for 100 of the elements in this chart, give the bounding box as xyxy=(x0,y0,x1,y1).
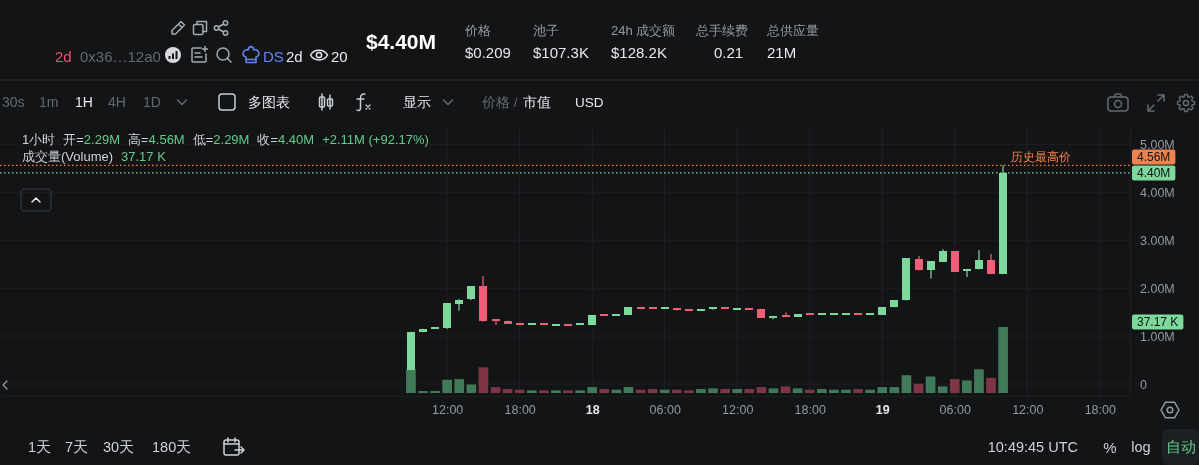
bar xyxy=(575,390,585,393)
text: 市值 xyxy=(523,94,551,110)
text: DS xyxy=(263,47,284,65)
bar xyxy=(913,383,924,393)
text: 池子 xyxy=(533,22,559,38)
text: 价格 xyxy=(464,22,491,38)
text: 价格 / xyxy=(481,94,518,110)
text: 1D xyxy=(143,94,161,110)
text: 30s xyxy=(2,94,25,110)
text: 4H xyxy=(108,94,126,110)
ref-line-label: 4.56M xyxy=(1137,149,1171,164)
text: 多图表 xyxy=(248,94,290,110)
bar xyxy=(502,389,513,393)
bar xyxy=(732,389,743,393)
bar xyxy=(853,389,863,393)
text: $4.40M xyxy=(366,29,437,53)
bar xyxy=(804,389,815,393)
text: 自动 xyxy=(1166,439,1196,455)
text: 2d xyxy=(55,47,72,65)
text: $0.209 xyxy=(465,43,511,61)
bar xyxy=(768,388,779,393)
text: 0x36…12a0 xyxy=(80,47,161,65)
x-tick-label: 18:00 xyxy=(1084,402,1116,417)
text: 总手续费 xyxy=(695,22,748,38)
annotation: 低=2.29M xyxy=(192,131,250,147)
text: 180天 xyxy=(152,439,192,455)
bar xyxy=(490,387,501,393)
x-tick-label: 18:00 xyxy=(794,402,826,417)
text: log xyxy=(1131,439,1151,455)
bar xyxy=(696,389,706,393)
bar xyxy=(659,389,670,393)
bar xyxy=(974,369,984,393)
candlestick xyxy=(455,299,463,311)
bar xyxy=(599,389,610,393)
bar xyxy=(684,390,694,393)
ref-line-label: 4.40M xyxy=(1137,165,1171,180)
y-tick-label: 2.00M xyxy=(1140,281,1175,296)
text: 0.21 xyxy=(714,43,744,61)
y-tick-label: 4.00M xyxy=(1140,185,1175,200)
bar xyxy=(587,387,598,393)
text: 10:49:45 UTC xyxy=(987,439,1078,455)
bar xyxy=(792,388,803,393)
bar xyxy=(889,387,900,393)
bar xyxy=(647,389,658,393)
bar xyxy=(841,389,851,393)
candlestick xyxy=(963,268,971,278)
annotation: 历史最高价 xyxy=(1011,150,1072,165)
y-tick-label: 5.00M xyxy=(1140,137,1175,152)
bar xyxy=(551,390,561,393)
text: 1m xyxy=(39,94,59,110)
bar xyxy=(816,389,827,393)
bar xyxy=(937,386,948,393)
text: 2d xyxy=(286,47,303,65)
x-tick-label: 12:00 xyxy=(722,402,754,417)
text: 24h 成交额 xyxy=(611,22,676,38)
x-tick-label: 18 xyxy=(585,402,600,417)
x-tick-label: 18:00 xyxy=(504,402,536,417)
annotation: 收=4.40M xyxy=(257,131,315,147)
bar xyxy=(962,380,972,393)
bar xyxy=(877,387,888,393)
text: 1天 xyxy=(28,439,52,455)
chart-title: 成交量(Volume) xyxy=(22,148,114,164)
bar xyxy=(925,376,936,393)
bar xyxy=(949,379,960,393)
bar xyxy=(563,390,573,393)
bar xyxy=(780,386,791,393)
annotation: 高=4.56M xyxy=(127,131,185,147)
annotation: 开=2.29M xyxy=(63,131,120,147)
bar xyxy=(454,379,465,393)
candlestick xyxy=(492,319,500,326)
bar xyxy=(901,375,912,393)
x-tick-label: 12:00 xyxy=(432,402,464,417)
text: $128.2K xyxy=(611,43,667,61)
bar xyxy=(478,367,489,393)
bar xyxy=(406,369,416,393)
text: 7天 xyxy=(65,439,89,455)
bar xyxy=(466,384,477,393)
text: $107.3K xyxy=(533,43,589,61)
x-tick-label: 19 xyxy=(875,402,890,417)
text: 37.17 K xyxy=(1137,315,1179,329)
text: 30天 xyxy=(103,439,135,455)
text: 21M xyxy=(767,43,797,61)
bar xyxy=(865,389,875,393)
bar xyxy=(539,390,549,393)
bar xyxy=(744,389,755,393)
bar xyxy=(526,390,537,393)
annotation: 37.17 K xyxy=(121,148,167,164)
y-tick-label: 3.00M xyxy=(1140,233,1175,248)
text: 20 xyxy=(331,47,348,65)
y-tick-label: 1.00M xyxy=(1140,329,1175,344)
bar xyxy=(671,389,682,393)
bar xyxy=(829,389,839,393)
x-tick-label: 12:00 xyxy=(1012,402,1044,417)
bar xyxy=(708,388,718,393)
bar xyxy=(720,389,730,393)
text: % xyxy=(1103,438,1117,456)
bar xyxy=(986,377,996,393)
annotation: +2.11M (+92.17%) xyxy=(322,131,429,147)
x-tick-label: 06:00 xyxy=(939,402,971,417)
text: 1H xyxy=(75,94,93,110)
